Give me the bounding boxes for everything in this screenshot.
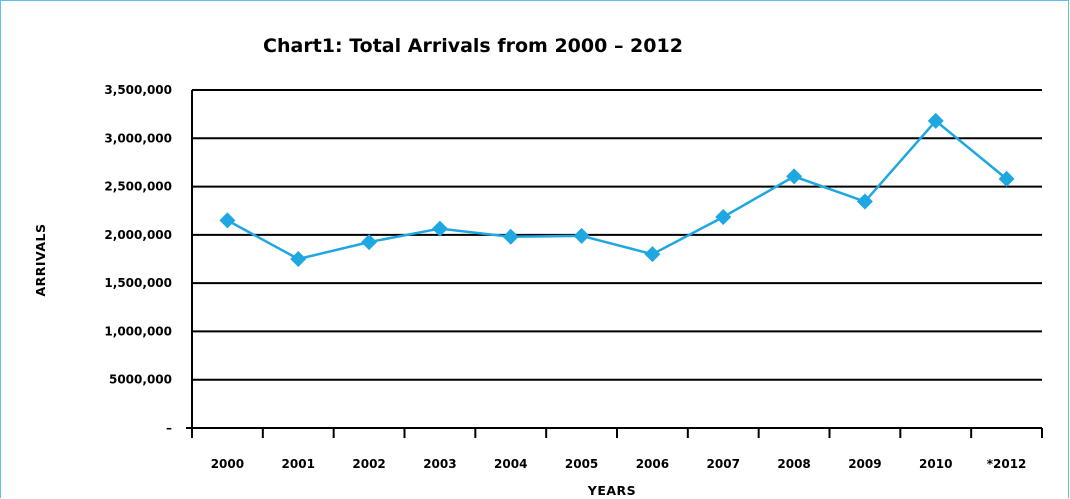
data-point-marker [715,208,732,225]
x-axis [186,427,1043,438]
x-tick-label: 2008 [777,457,810,471]
x-tick-label: *2012 [987,457,1027,471]
gridlines [191,89,1042,428]
x-tick-label: 2003 [423,457,456,471]
data-point-marker [361,234,378,251]
data-point-marker [431,220,448,237]
data-point-marker [856,193,873,210]
y-tick-label: 1,000,000 [104,324,172,338]
x-tick-label: 2010 [919,457,952,471]
x-axis-tick-labels: 2000 2001 2002 2003 2004 2005 2006 2007 2008 2009… [211,457,1027,471]
y-axis-label: ARRIVALS [33,223,48,296]
x-tick-label: 2009 [848,457,881,471]
data-point-marker [219,212,236,229]
data-point-marker [998,170,1015,187]
x-tick-label: 2001 [282,457,315,471]
y-tick-label: 2,500,000 [104,180,172,194]
x-tick-label: 2006 [636,457,669,471]
chart-title: Chart1: Total Arrivals from 2000 – 2012 [263,35,683,57]
y-axis-tick-labels: – 5000,000 1,000,000 1,500,000 2,000,000 2,50… [104,83,172,435]
x-axis-label: YEARS [587,483,636,498]
data-point-marker [290,251,307,267]
x-tick-label: 2007 [707,457,740,471]
data-point-marker [927,112,944,129]
data-point-marker [502,228,519,245]
x-tick-label: 2005 [565,457,598,471]
y-tick-label: 2,000,000 [104,228,172,242]
data-point-marker [786,168,803,185]
y-tick-label: 3,000,000 [104,131,172,145]
x-tick-label: 2000 [211,457,244,471]
y-tick-label: – [166,421,172,435]
y-tick-label: 5000,000 [109,373,172,387]
y-tick-label: 3,500,000 [104,83,172,97]
data-point-marker [644,246,661,263]
y-tick-label: 1,500,000 [104,276,172,290]
data-point-marker [573,227,590,244]
x-tick-label: 2004 [494,457,527,471]
x-tick-label: 2002 [352,457,385,471]
series-line [226,119,1008,261]
series-arrivals [219,112,1015,267]
